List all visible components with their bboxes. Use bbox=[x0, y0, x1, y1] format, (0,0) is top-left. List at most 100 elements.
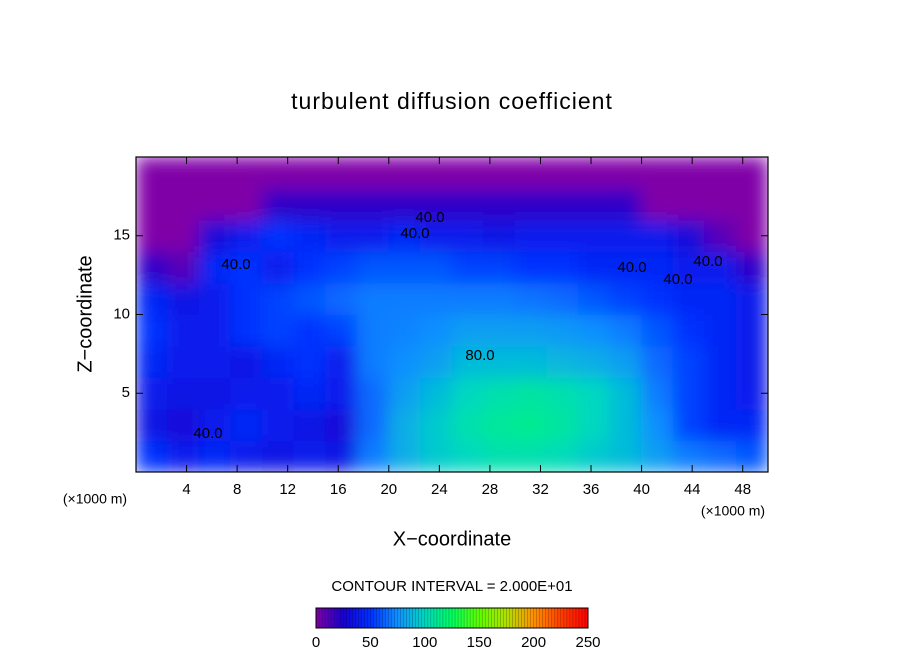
colorbar-segment bbox=[542, 608, 546, 628]
colorbar-segment bbox=[482, 608, 486, 628]
colorbar-segment bbox=[569, 608, 574, 628]
field-cell bbox=[293, 219, 327, 252]
field-cell bbox=[136, 408, 169, 441]
field-cell bbox=[704, 157, 737, 189]
colorbar-segment bbox=[551, 608, 556, 628]
colorbar-segment bbox=[458, 608, 462, 628]
colorbar-segment bbox=[418, 608, 423, 628]
contour-label: 80.0 bbox=[465, 347, 494, 364]
field-cell bbox=[483, 157, 516, 189]
colorbar-segment bbox=[545, 608, 550, 628]
colorbar-segment bbox=[584, 608, 589, 628]
field-cell bbox=[136, 345, 169, 378]
colorbar-title: CONTOUR INTERVAL = 2.000E+01 bbox=[331, 578, 572, 595]
field-cell bbox=[672, 408, 706, 441]
colorbar-segment bbox=[403, 608, 407, 628]
field-cell bbox=[451, 157, 485, 189]
field-cell bbox=[230, 440, 263, 472]
field-cell bbox=[388, 188, 421, 221]
field-cell bbox=[704, 314, 737, 347]
field-cell bbox=[325, 188, 358, 221]
field-cell bbox=[577, 282, 611, 315]
colorbar-segment bbox=[436, 608, 441, 628]
colorbar-segment bbox=[575, 608, 580, 628]
field-cell bbox=[609, 188, 643, 221]
field-cell bbox=[167, 377, 200, 410]
field-cell bbox=[136, 282, 169, 315]
field-cell bbox=[514, 157, 548, 189]
colorbar-tick-label: 150 bbox=[467, 634, 492, 651]
field-cell bbox=[388, 345, 421, 378]
colorbar-segment bbox=[512, 608, 516, 628]
field-cell bbox=[514, 408, 548, 441]
field-cell bbox=[261, 219, 295, 252]
colorbar-segment bbox=[509, 608, 513, 628]
colorbar-segment bbox=[355, 608, 359, 628]
field-cell bbox=[483, 408, 516, 441]
field-cell bbox=[514, 188, 548, 221]
field-cell bbox=[419, 188, 453, 221]
colorbar-segment bbox=[409, 608, 414, 628]
field-cell bbox=[609, 157, 643, 189]
colorbar-segment bbox=[548, 608, 553, 628]
field-cell bbox=[514, 219, 548, 252]
y-tick-label: 15 bbox=[113, 227, 130, 244]
field-cell bbox=[198, 314, 232, 347]
colorbar-segment bbox=[337, 608, 341, 628]
field-cell bbox=[325, 282, 358, 315]
y-tick-label: 5 bbox=[122, 384, 130, 401]
field-cell bbox=[167, 440, 200, 472]
field-cell bbox=[136, 314, 169, 347]
field-cell bbox=[641, 251, 674, 284]
x-tick-label: 40 bbox=[633, 481, 650, 498]
field-cell bbox=[388, 219, 421, 252]
colorbar-segment bbox=[461, 608, 465, 628]
field-cell bbox=[261, 345, 295, 378]
contour-label: 40.0 bbox=[221, 256, 250, 273]
colorbar-segment bbox=[400, 608, 404, 628]
colorbar-segment bbox=[367, 608, 371, 628]
field-cell bbox=[356, 345, 390, 378]
field-cell bbox=[198, 219, 232, 252]
field-cell bbox=[230, 282, 263, 315]
field-cell bbox=[198, 251, 232, 284]
contour-label: 40.0 bbox=[415, 209, 444, 226]
field-cell bbox=[546, 188, 579, 221]
field-cell bbox=[735, 157, 768, 189]
contour-label: 40.0 bbox=[193, 425, 222, 442]
colorbar-segment bbox=[452, 608, 456, 628]
field-cell bbox=[356, 408, 390, 441]
field-cell bbox=[609, 251, 643, 284]
colorbar-segment bbox=[343, 608, 347, 628]
colorbar-segment bbox=[385, 608, 389, 628]
field-cell bbox=[672, 440, 706, 472]
field-cell bbox=[577, 314, 611, 347]
field-cell bbox=[451, 408, 485, 441]
field-cell bbox=[641, 440, 674, 472]
field-cell bbox=[735, 440, 768, 472]
field-cell bbox=[483, 219, 516, 252]
field-cell bbox=[641, 188, 674, 221]
field-cell bbox=[672, 157, 706, 189]
colorbar-segment bbox=[334, 608, 338, 628]
field-cell bbox=[451, 345, 485, 378]
field-cell bbox=[198, 345, 232, 378]
x-unit: (×1000 m) bbox=[701, 503, 765, 519]
colorbar-segment bbox=[467, 608, 471, 628]
field-cell bbox=[136, 157, 169, 189]
x-axis-label: X−coordinate bbox=[393, 528, 511, 550]
colorbar-segment bbox=[563, 608, 568, 628]
field-cell bbox=[356, 219, 390, 252]
colorbar-segment bbox=[430, 608, 435, 628]
field-cell bbox=[483, 345, 516, 378]
field-cell bbox=[261, 440, 295, 472]
field-cell bbox=[514, 440, 548, 472]
field-cell bbox=[325, 408, 358, 441]
plot-frame bbox=[135, 156, 769, 473]
field-cell bbox=[419, 219, 453, 252]
field-cell bbox=[325, 314, 358, 347]
field-cell bbox=[704, 377, 737, 410]
field-cell bbox=[230, 314, 263, 347]
field-cell bbox=[483, 282, 516, 315]
field-cell bbox=[136, 251, 169, 284]
